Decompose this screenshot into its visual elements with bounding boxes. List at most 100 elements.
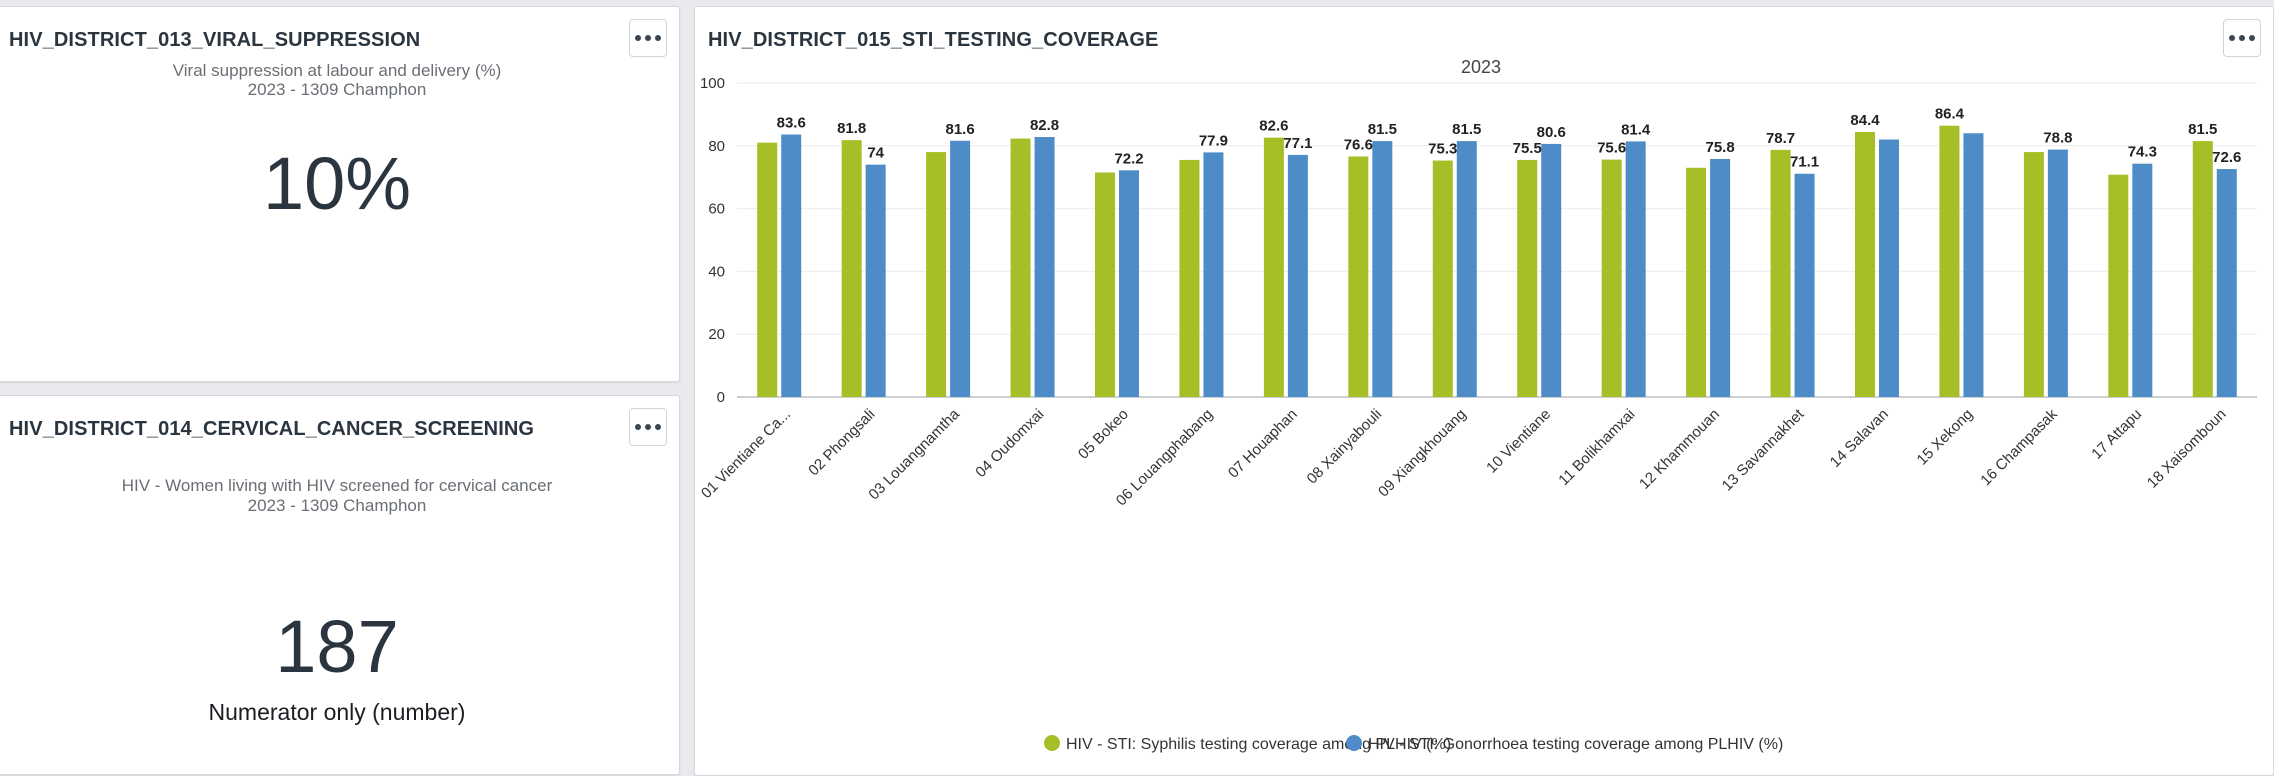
- x-tick-label: 18 Xaisomboun: [2144, 406, 2230, 492]
- bar-syphilis[interactable]: [1010, 138, 1031, 397]
- card-title: HIV_DISTRICT_015_STI_TESTING_COVERAGE: [708, 29, 1159, 51]
- chart-title: 2023: [1461, 57, 1501, 77]
- bar-gonorrhoea[interactable]: [1879, 139, 1899, 397]
- bar-syphilis[interactable]: [1517, 159, 1538, 397]
- indicator-name: Viral suppression at labour and delivery…: [172, 61, 502, 80]
- x-tick-label: 11 Bolikhamxai: [1555, 406, 1638, 489]
- data-label: 75.5: [1513, 140, 1542, 157]
- bar-gonorrhoea[interactable]: [1287, 154, 1308, 397]
- value-note: Numerator only (number): [208, 699, 466, 725]
- bar-gonorrhoea[interactable]: [1372, 141, 1393, 397]
- single-value: 10%: [262, 142, 412, 225]
- more-dots-icon: [635, 35, 641, 41]
- x-tick-label: 04 Oudomxai: [972, 406, 1047, 481]
- bar-gonorrhoea[interactable]: [2132, 163, 2153, 397]
- y-tick-label: 0: [717, 389, 725, 406]
- bar-gonorrhoea[interactable]: [2216, 169, 2237, 397]
- legend-marker-gonorrhoea: [1346, 735, 1362, 751]
- data-label: 77.1: [1283, 135, 1312, 152]
- bar-gonorrhoea[interactable]: [1794, 173, 1815, 397]
- bar-syphilis[interactable]: [1263, 137, 1284, 398]
- bar-gonorrhoea[interactable]: [1710, 158, 1731, 397]
- x-tick-label: 06 Louangphabang: [1113, 406, 1216, 509]
- bar-syphilis[interactable]: [926, 152, 947, 397]
- x-tick-label: 10 Vientiane: [1483, 406, 1554, 477]
- bar-syphilis[interactable]: [1348, 156, 1369, 397]
- x-tick-label: 02 Phongsali: [805, 406, 878, 479]
- bar-syphilis[interactable]: [1095, 172, 1115, 397]
- data-label: 76.6: [1344, 136, 1373, 153]
- data-label: 78.7: [1766, 130, 1795, 147]
- data-label: 77.9: [1199, 132, 1228, 149]
- bar-syphilis[interactable]: [2023, 152, 2044, 397]
- bar-syphilis[interactable]: [1686, 167, 1707, 397]
- data-label: 83.6: [777, 114, 806, 131]
- x-tick-label: 09 Xiangkhouang: [1375, 406, 1470, 501]
- cervical-screening-card: HIV_DISTRICT_014_CERVICAL_CANCER_SCREENI…: [0, 395, 680, 775]
- legend-marker-syphilis: [1044, 735, 1060, 751]
- data-label: 82.8: [1030, 117, 1059, 134]
- sti-testing-card: HIV_DISTRICT_015_STI_TESTING_COVERAGE 20…: [694, 6, 2274, 776]
- x-tick-label: 14 Salavan: [1827, 406, 1892, 471]
- bar-gonorrhoea[interactable]: [1203, 152, 1224, 397]
- bar-syphilis[interactable]: [2108, 174, 2129, 397]
- x-tick-label: 08 Xainyabouli: [1304, 406, 1386, 488]
- bar-gonorrhoea[interactable]: [1119, 170, 1139, 397]
- data-label: 71.1: [1790, 154, 1819, 171]
- data-label: 72.2: [1114, 150, 1143, 167]
- x-tick-label: 13 Savannakhet: [1719, 405, 1808, 494]
- data-label: 75.6: [1597, 140, 1626, 157]
- x-tick-label: 05 Bokeo: [1075, 406, 1132, 463]
- x-tick-label: 03 Louangnamtha: [865, 405, 963, 503]
- bar-syphilis[interactable]: [1432, 160, 1453, 397]
- legend-label-gonorrhoea[interactable]: HIV - STI: Gonorrhoea testing coverage a…: [1368, 736, 1783, 753]
- bar-gonorrhoea[interactable]: [1963, 133, 1984, 397]
- data-label: 84.4: [1850, 112, 1880, 129]
- indicator-name: HIV - Women living with HIV screened for…: [121, 476, 553, 495]
- card-title: HIV_DISTRICT_013_VIRAL_SUPPRESSION: [9, 29, 421, 51]
- data-label: 81.5: [1368, 121, 1397, 138]
- period-label: 2023 - 1309 Champhon: [247, 80, 427, 99]
- data-label: 72.6: [2212, 149, 2241, 166]
- y-tick-label: 60: [708, 201, 725, 218]
- data-label: 81.5: [2188, 121, 2217, 138]
- bar-gonorrhoea[interactable]: [950, 140, 971, 397]
- bar-gonorrhoea[interactable]: [865, 164, 886, 397]
- bar-syphilis[interactable]: [1179, 159, 1200, 397]
- data-label: 81.4: [1621, 121, 1651, 138]
- y-tick-label: 40: [708, 263, 725, 280]
- bar-syphilis[interactable]: [1770, 149, 1791, 397]
- data-label: 78.8: [2043, 130, 2072, 147]
- data-label: 86.4: [1935, 106, 1965, 123]
- data-label: 75.3: [1428, 141, 1457, 158]
- more-dots-icon: [2229, 35, 2235, 41]
- data-label: 81.5: [1452, 121, 1481, 138]
- bar-gonorrhoea[interactable]: [1625, 141, 1646, 397]
- card-title: HIV_DISTRICT_014_CERVICAL_CANCER_SCREENI…: [9, 418, 535, 440]
- x-tick-label: 01 Vientiane Ca...: [698, 406, 794, 502]
- card-menu-button[interactable]: [629, 19, 667, 57]
- bar-gonorrhoea[interactable]: [781, 134, 802, 397]
- bar-syphilis[interactable]: [841, 140, 862, 397]
- period-label: 2023 - 1309 Champhon: [247, 496, 427, 515]
- bar-syphilis[interactable]: [1601, 159, 1622, 397]
- data-label: 82.6: [1259, 118, 1288, 135]
- bar-gonorrhoea[interactable]: [1034, 137, 1055, 397]
- x-tick-label: 15 Xekong: [1914, 406, 1977, 469]
- y-tick-label: 20: [708, 326, 725, 343]
- bar-gonorrhoea[interactable]: [1541, 143, 1562, 397]
- card-menu-button[interactable]: [629, 408, 667, 446]
- bar-gonorrhoea[interactable]: [2047, 149, 2068, 397]
- bar-syphilis[interactable]: [2192, 141, 2213, 397]
- bar-chart: 2023 0 20 40 60 80 100 83.6 81.874 81.6 82.8 72.2…: [698, 57, 2257, 753]
- card-menu-button[interactable]: [2223, 19, 2261, 57]
- data-label: 74: [867, 145, 884, 162]
- bar-syphilis[interactable]: [1855, 131, 1875, 397]
- bar-syphilis[interactable]: [757, 142, 778, 397]
- data-label: 80.6: [1537, 124, 1566, 141]
- bar-gonorrhoea[interactable]: [1456, 141, 1477, 397]
- bar-syphilis[interactable]: [1939, 125, 1960, 397]
- grid-lines: [737, 82, 2257, 398]
